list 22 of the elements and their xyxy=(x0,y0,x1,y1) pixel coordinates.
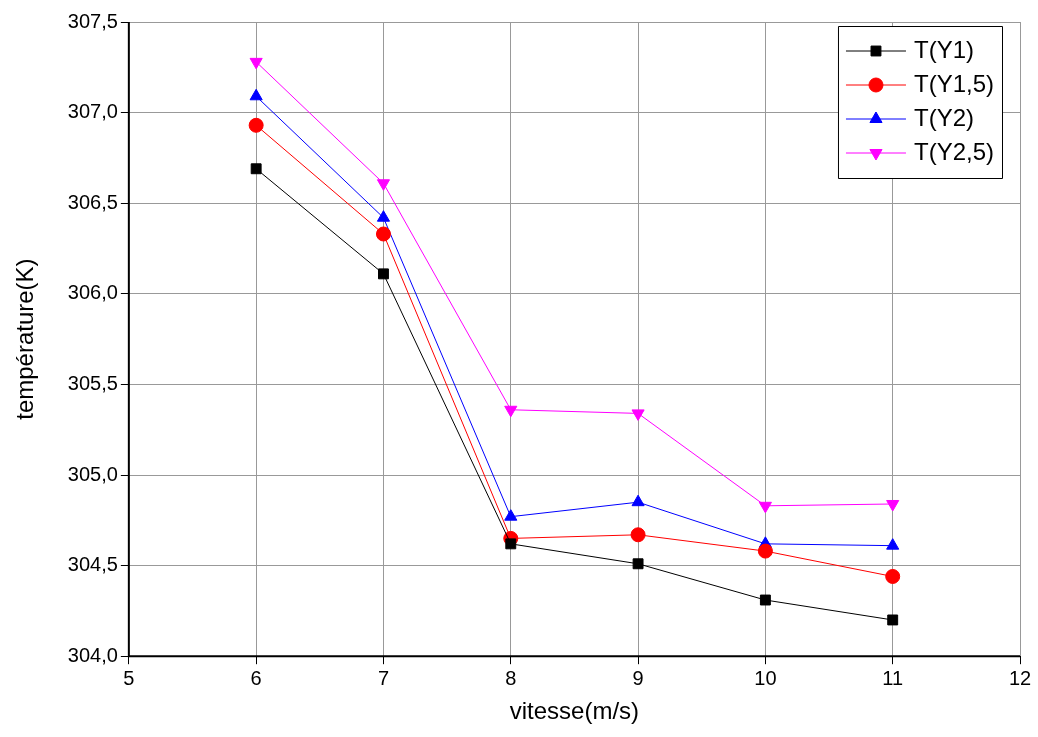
y-tick-label: 306,5 xyxy=(67,190,118,213)
y-tick-label: 304,0 xyxy=(67,643,118,666)
y-tick-label: 304,5 xyxy=(67,553,118,576)
x-axis-title: vitesse(m/s) xyxy=(509,697,640,725)
y-tick-label: 307,5 xyxy=(67,9,118,32)
legend-label: T(Y2,5) xyxy=(913,137,994,165)
x-tick-label: 12 xyxy=(1008,666,1032,689)
x-tick-label: 7 xyxy=(377,666,390,689)
y-tick-label: 305,5 xyxy=(67,371,118,394)
legend-label: T(Y1) xyxy=(913,35,974,63)
y-tick-label: 306,0 xyxy=(67,281,118,304)
y-tick-label: 305,0 xyxy=(67,462,118,485)
y-axis-title: température(K) xyxy=(11,258,39,420)
x-tick-label: 5 xyxy=(123,666,135,689)
x-tick-label: 6 xyxy=(250,666,262,689)
y-tick-label: 307,0 xyxy=(67,100,118,123)
x-tick-label: 11 xyxy=(882,666,904,689)
x-tick-label: 8 xyxy=(505,666,517,689)
x-tick-label: 10 xyxy=(754,666,777,689)
legend-label: T(Y1,5) xyxy=(913,69,994,97)
x-tick-label: 9 xyxy=(632,666,644,689)
legend-label: T(Y2) xyxy=(913,103,974,131)
